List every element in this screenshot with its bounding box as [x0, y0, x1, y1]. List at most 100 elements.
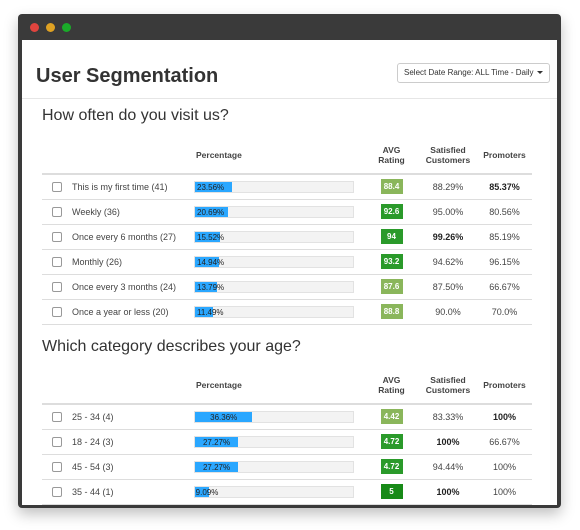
row-checkbox[interactable]	[52, 182, 62, 193]
percentage-bar-fill	[195, 461, 239, 472]
row-label: This is my first time (41)	[72, 181, 168, 192]
window-titlebar	[18, 14, 561, 40]
page-content: User Segmentation Select Date Range: ALL…	[22, 40, 557, 505]
percentage-header: Percentage	[194, 366, 364, 405]
table-row: Once every 6 months (27) 15.52% 94 99.26% 85…	[42, 224, 532, 249]
satisfied-customers-value: 94.62%	[432, 256, 464, 267]
row-label: 18 - 24 (3)	[72, 436, 114, 447]
table-row: 45 - 54 (3) 27.27% 4.72 94.44% 100%	[42, 454, 532, 479]
satisfied-customers-value: 95.00%	[432, 206, 464, 217]
row-checkbox[interactable]	[52, 231, 62, 242]
promoters-header: Promoters	[477, 366, 532, 405]
satisfied-customers-value: 87.50%	[432, 281, 464, 292]
row-checkbox[interactable]	[52, 486, 62, 497]
row-checkbox[interactable]	[52, 206, 62, 217]
avg-rating-badge: 4.72	[380, 434, 403, 449]
avg-rating-badge: 4.72	[380, 459, 403, 474]
table-row: Once a year or less (20) 11.49% 88.8 90.0% 7…	[42, 299, 532, 324]
avg-rating-badge: 94	[380, 229, 403, 244]
section-title-visit-frequency: How often do you visit us?	[42, 107, 229, 124]
row-label: Once a year or less (20)	[72, 306, 169, 317]
percentage-value: 11.49%	[197, 307, 224, 317]
satisfied-customers-header: Satisfied Customers	[419, 366, 477, 405]
percentage-value: 15.52%	[197, 232, 225, 242]
table-row: 25 - 34 (4) 36.36% 4.42 83.33% 100%	[42, 404, 532, 429]
avg-rating-badge: 88.4	[380, 179, 403, 195]
percentage-header: Percentage	[194, 136, 364, 175]
promoters-header: Promoters	[477, 136, 532, 175]
row-label: Once every 3 months (24)	[72, 281, 177, 292]
percentage-value: 27.27%	[202, 462, 231, 472]
page-title: User Segmentation	[36, 65, 219, 87]
visit-frequency-rows: This is my first time (41) 23.56% 88.4 88.2…	[42, 174, 532, 324]
table-row: Once every 3 months (24) 13.79% 87.6 87.50%…	[42, 274, 532, 299]
percentage-bar-fill	[195, 436, 239, 447]
satisfied-customers-value: 100%	[436, 436, 460, 447]
percentage-bar-fill	[195, 231, 220, 242]
table-row: Monthly (26) 14.94% 93.2 94.62% 96.15%	[42, 249, 532, 274]
row-checkbox[interactable]	[52, 412, 62, 423]
satisfied-customers-value: 99.26%	[432, 231, 464, 242]
age-category-rows: 25 - 34 (4) 36.36% 4.42 83.33% 100% 18 - 24 (…	[42, 404, 532, 504]
satisfied-customers-value: 90.0%	[435, 306, 461, 317]
row-label: Monthly (26)	[72, 256, 123, 267]
avg-rating-badge: 4.42	[380, 409, 403, 425]
table-row: This is my first time (41) 23.56% 88.4 88.2…	[42, 174, 532, 199]
table-row: 18 - 24 (3) 27.27% 4.72 100% 66.67%	[42, 429, 532, 454]
percentage-bar-fill	[195, 306, 214, 317]
promoters-value: 100%	[492, 486, 517, 497]
percentage-bar-fill	[195, 281, 217, 292]
maximize-window-button[interactable]	[62, 23, 71, 32]
row-checkbox[interactable]	[52, 281, 62, 292]
close-window-button[interactable]	[30, 23, 39, 32]
promoters-value: 80.56%	[489, 206, 520, 217]
percentage-value: 20.69%	[197, 207, 225, 217]
percentage-value: 9.09%	[195, 487, 219, 497]
visit-frequency-table: Percentage AVG Rating Satisfied Customers …	[42, 136, 532, 325]
avg-rating-badge: 5	[380, 484, 403, 499]
avg-rating-badge: 92.6	[380, 204, 403, 219]
avg-rating-header: AVG Rating	[364, 136, 419, 175]
row-label: Once every 6 months (27)	[72, 231, 177, 242]
app-window: User Segmentation Select Date Range: ALL…	[18, 14, 561, 508]
promoters-value: 85.37%	[489, 181, 520, 192]
age-category-table: Percentage AVG Rating Satisfied Customers …	[42, 366, 532, 505]
section-title-age-category: Which category describes your age?	[42, 338, 301, 355]
avg-rating-badge: 88.8	[380, 304, 403, 319]
row-label: 25 - 34 (4)	[72, 411, 114, 422]
row-label: 35 - 44 (1)	[72, 486, 114, 497]
promoters-value: 100%	[492, 461, 517, 472]
percentage-bar-fill	[195, 486, 210, 497]
percentage-value: 13.79%	[197, 282, 225, 292]
minimize-window-button[interactable]	[46, 23, 55, 32]
table-header-row: Percentage AVG Rating Satisfied Customers …	[42, 366, 532, 405]
promoters-value: 66.67%	[489, 436, 520, 447]
avg-rating-badge: 87.6	[380, 279, 403, 294]
promoters-value: 100%	[492, 411, 517, 422]
avg-rating-badge: 93.2	[380, 254, 403, 269]
table-row: 35 - 44 (1) 9.09% 5 100% 100%	[42, 479, 532, 504]
avg-rating-header: AVG Rating	[364, 366, 419, 405]
percentage-bar: 27.27%	[194, 435, 354, 448]
table-row: Weekly (36) 20.69% 92.6 95.00% 80.56%	[42, 199, 532, 224]
promoters-value: 66.67%	[489, 281, 520, 292]
row-checkbox[interactable]	[52, 461, 62, 472]
satisfied-customers-header: Satisfied Customers	[419, 136, 477, 175]
row-checkbox[interactable]	[52, 306, 62, 317]
chevron-down-icon	[536, 71, 543, 75]
date-range-dropdown[interactable]: Select Date Range: ALL Time - Daily	[397, 63, 550, 83]
promoters-value: 96.15%	[489, 256, 520, 267]
row-checkbox[interactable]	[52, 436, 62, 447]
percentage-bar: 14.94%	[194, 255, 354, 268]
row-checkbox[interactable]	[52, 256, 62, 267]
satisfied-customers-value: 100%	[436, 486, 460, 497]
percentage-bar-fill	[195, 181, 233, 192]
percentage-bar-fill	[195, 256, 219, 267]
percentage-bar: 15.52%	[194, 230, 354, 243]
page-header: User Segmentation Select Date Range: ALL…	[22, 40, 557, 99]
percentage-value: 36.36%	[210, 412, 238, 422]
promoters-value: 70.0%	[491, 306, 518, 317]
percentage-value: 14.94%	[197, 257, 225, 267]
percentage-bar: 23.56%	[194, 180, 354, 193]
row-label: Weekly (36)	[72, 206, 120, 217]
